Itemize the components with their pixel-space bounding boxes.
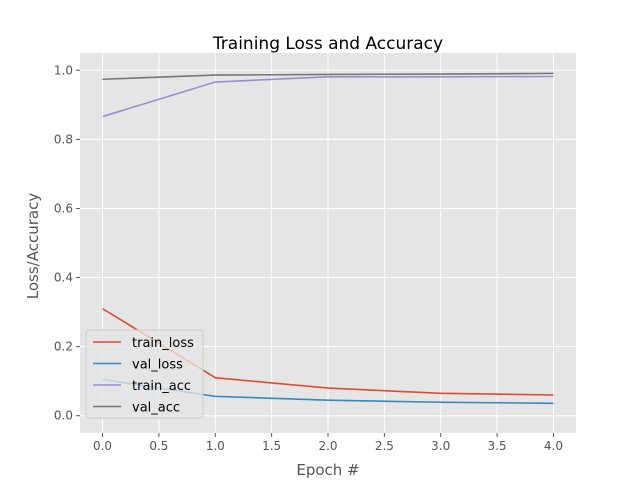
x-axis-label: Epoch #: [296, 461, 359, 479]
x-tick-label: 3.5: [488, 439, 507, 453]
legend-label: train_acc: [132, 379, 191, 394]
x-tick-label: 2.0: [318, 439, 337, 453]
y-tick-label: 0.8: [54, 132, 73, 146]
x-tick-label: 2.5: [375, 439, 394, 453]
x-tick-label: 0.5: [149, 439, 168, 453]
y-tick-label: 1.0: [54, 63, 73, 77]
y-tick-label: 0.4: [54, 271, 73, 285]
x-tick-label: 3.0: [431, 439, 450, 453]
legend-label: train_loss: [132, 336, 194, 351]
x-tick-label: 4.0: [544, 439, 563, 453]
chart-title: Training Loss and Accuracy: [212, 34, 443, 54]
x-tick-label: 1.5: [262, 439, 281, 453]
y-tick-label: 0.0: [54, 409, 73, 423]
y-tick-label: 0.6: [54, 201, 73, 215]
y-tick-label: 0.2: [54, 340, 73, 354]
x-tick-label: 1.0: [206, 439, 225, 453]
x-tick-label: 0.0: [93, 439, 112, 453]
legend: train_loss val_loss train_acc val_acc: [86, 330, 203, 418]
legend-label: val_loss: [132, 358, 183, 373]
legend-label: val_acc: [132, 401, 180, 416]
y-axis-label: Loss/Accuracy: [24, 193, 42, 300]
